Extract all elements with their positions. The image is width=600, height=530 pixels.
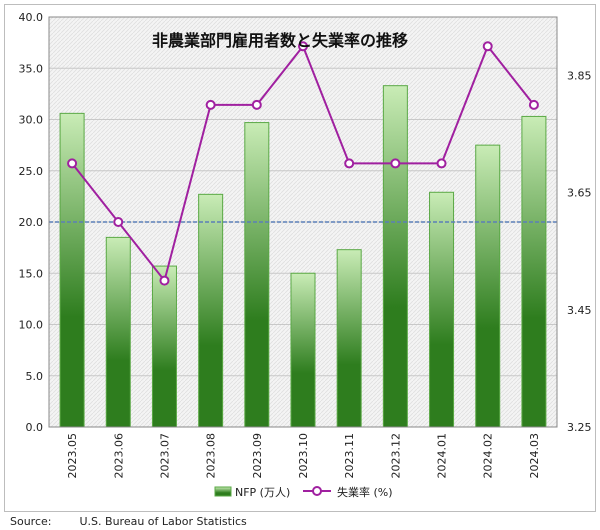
bar-nfp (382, 85, 408, 428)
x-tick-label: 2023.07 (158, 433, 171, 479)
bar-nfp (105, 236, 131, 428)
line-series (67, 41, 539, 286)
point-unemployment (113, 217, 124, 227)
point-unemployment (205, 99, 216, 110)
y-tick-label-left: 35.0 (19, 62, 44, 75)
x-tick-label: 2024.03 (528, 433, 541, 479)
legend-swatch-nfp (214, 486, 232, 497)
legend-label-nfp: NFP (万人) (235, 486, 290, 499)
bar-nfp (336, 249, 362, 428)
axes: 0.0 5.0 10.0 15.0 20.0 25.0 30.0 35.0 40.0 3.25 3.… (19, 11, 592, 479)
y-tick-label-left: 40.0 (19, 11, 44, 24)
y-tick-label-right: 3.45 (567, 304, 592, 317)
bar-nfp (244, 122, 270, 428)
bar-nfp (151, 265, 177, 428)
x-tick-label: 2023.05 (66, 433, 79, 479)
y-tick-label-right: 3.85 (567, 70, 592, 83)
y-tick-label-left: 30.0 (19, 114, 44, 127)
chart-frame: 0.0 5.0 10.0 15.0 20.0 25.0 30.0 35.0 40.0 3.25 3.… (4, 4, 596, 512)
y-tick-label-left: 5.0 (26, 370, 44, 383)
source-note: Source: U.S. Bureau of Labor Statistics (10, 515, 247, 528)
point-unemployment (251, 99, 262, 110)
y-tick-label-left: 20.0 (19, 216, 44, 229)
x-tick-label: 2023.11 (343, 433, 356, 479)
source-label: Source: (10, 515, 52, 528)
bar-nfp (198, 193, 224, 428)
point-unemployment (344, 158, 355, 169)
chart-title: 非農業部門雇用者数と失業率の推移 (152, 31, 408, 50)
plot-border (48, 16, 558, 428)
point-unemployment (528, 99, 539, 110)
point-unemployment (159, 275, 170, 286)
x-tick-label: 2023.08 (205, 433, 218, 479)
point-unemployment (482, 41, 493, 52)
bar-nfp (475, 144, 501, 428)
y-tick-label-left: 15.0 (19, 267, 44, 280)
chart-svg: 0.0 5.0 10.0 15.0 20.0 25.0 30.0 35.0 40.0 3.25 3.… (19, 11, 592, 499)
bar-nfp (290, 272, 316, 428)
legend: NFP (万人) 失業率 (%) (214, 485, 393, 499)
legend-swatch-marker (312, 486, 322, 496)
bar-nfp (429, 191, 455, 428)
x-tick-label: 2024.02 (482, 433, 495, 479)
y-tick-label-right: 3.25 (567, 421, 592, 434)
bar-nfp (521, 115, 547, 428)
y-tick-label-right: 3.65 (567, 187, 592, 200)
y-tick-label-left: 0.0 (26, 421, 44, 434)
point-unemployment (390, 158, 401, 169)
x-tick-label: 2024.01 (436, 433, 449, 479)
y-tick-label-left: 25.0 (19, 165, 44, 178)
point-unemployment (436, 158, 447, 169)
point-unemployment (298, 41, 308, 52)
legend-label-unemployment: 失業率 (%) (337, 485, 393, 499)
x-tick-label: 2023.12 (389, 433, 402, 479)
x-tick-label: 2023.10 (297, 433, 310, 479)
x-tick-label: 2023.06 (112, 433, 125, 479)
point-unemployment (67, 158, 78, 169)
x-tick-label: 2023.09 (251, 433, 264, 479)
source-text: U.S. Bureau of Labor Statistics (79, 515, 247, 528)
y-tick-label-left: 10.0 (19, 319, 44, 332)
bar-series (59, 85, 547, 428)
